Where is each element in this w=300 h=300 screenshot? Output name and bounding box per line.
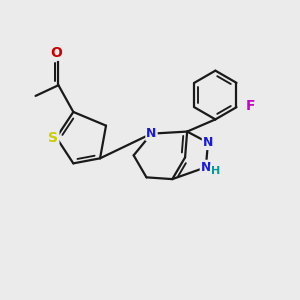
Text: N: N bbox=[203, 136, 213, 149]
Text: H: H bbox=[211, 166, 220, 176]
Text: N: N bbox=[146, 127, 157, 140]
Text: F: F bbox=[246, 99, 255, 113]
Text: O: O bbox=[50, 46, 62, 60]
Text: S: S bbox=[48, 130, 59, 145]
Text: N: N bbox=[201, 161, 211, 174]
